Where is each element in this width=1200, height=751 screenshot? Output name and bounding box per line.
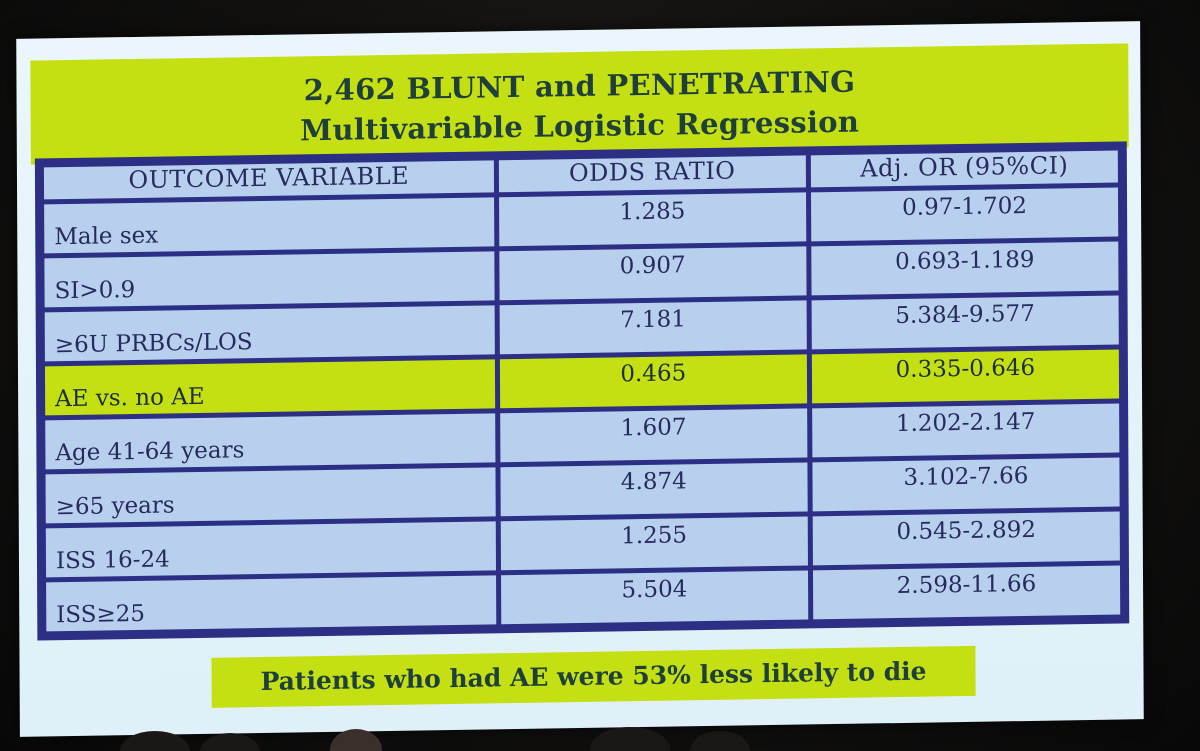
header-adj-or-ci: Adj. OR (95%CI) [810, 150, 1118, 188]
cell-odds-ratio: 5.504 [500, 570, 809, 625]
cell-ci: 0.335-0.646 [811, 349, 1120, 404]
table-row: ISS≥25 5.504 2.598-11.66 [46, 565, 1121, 632]
cell-variable: ISS≥25 [46, 575, 497, 632]
cell-ci: 0.693-1.189 [811, 241, 1119, 296]
header-odds-ratio: ODDS RATIO [498, 155, 806, 193]
regression-table: OUTCOME VARIABLE ODDS RATIO Adj. OR (95%… [39, 145, 1125, 636]
cell-variable: SI>0.9 [44, 251, 495, 308]
cell-odds-ratio: 0.465 [499, 354, 807, 409]
regression-table-frame: OUTCOME VARIABLE ODDS RATIO Adj. OR (95%… [34, 141, 1130, 641]
cell-ci: 0.97-1.702 [810, 187, 1119, 242]
cell-variable: ≥65 years [45, 467, 496, 524]
cell-odds-ratio: 1.255 [500, 516, 808, 571]
projection-screen: 2,462 BLUNT and PENETRATING Multivariabl… [16, 21, 1144, 737]
cell-odds-ratio: 0.907 [499, 246, 807, 301]
cell-variable: Male sex [44, 197, 495, 254]
cell-ci: 1.202-2.147 [812, 403, 1120, 458]
cell-odds-ratio: 7.181 [499, 300, 807, 355]
cell-variable: AE vs. no AE [44, 359, 495, 416]
cell-variable: ISS 16-24 [45, 521, 496, 578]
cell-ci: 5.384-9.577 [811, 295, 1119, 350]
cell-odds-ratio: 1.607 [499, 408, 808, 463]
header-outcome-variable: OUTCOME VARIABLE [43, 160, 494, 200]
cell-variable: Age 41-64 years [45, 413, 496, 470]
cell-variable: ≥6U PRBCs/LOS [44, 305, 495, 362]
cell-ci: 0.545-2.892 [812, 511, 1120, 566]
conclusion-banner: Patients who had AE were 53% less likely… [211, 645, 976, 708]
cell-odds-ratio: 1.285 [498, 192, 807, 247]
cell-ci: 3.102-7.66 [812, 457, 1120, 512]
cell-ci: 2.598-11.66 [812, 565, 1121, 620]
cell-odds-ratio: 4.874 [500, 462, 808, 517]
